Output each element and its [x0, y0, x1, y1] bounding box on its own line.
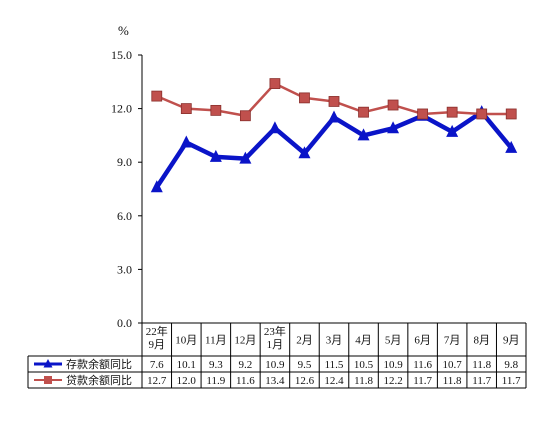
data-label: 11.7 [472, 375, 491, 387]
data-point [150, 180, 163, 193]
data-point [417, 108, 429, 120]
data-point [180, 103, 192, 114]
data-label: 10.9 [383, 359, 403, 371]
data-label: 9.5 [298, 359, 312, 371]
x-tick-label: 7月 [444, 335, 461, 347]
data-point [328, 96, 340, 107]
series-deposit [150, 105, 518, 193]
y-tick-label: 9.0 [117, 155, 132, 169]
x-tick-label: 9月 [503, 335, 520, 347]
data-label: 11.7 [413, 375, 432, 387]
data-label: 10.7 [443, 359, 463, 371]
axes: % 0.0 3.0 6.0 9.0 12.0 15.0 [111, 23, 143, 330]
data-point [446, 106, 458, 118]
x-tick-label: 4月 [355, 335, 372, 347]
x-tick-label: 9月 [149, 339, 166, 351]
data-point [387, 121, 400, 134]
data-point [239, 110, 251, 122]
series-layer [150, 78, 518, 193]
data-point [210, 104, 222, 116]
x-tick-label: 11月 [205, 335, 227, 347]
data-point [299, 92, 310, 104]
data-label: 10.9 [265, 359, 285, 371]
x-tick-label: 8月 [473, 335, 490, 347]
data-label: 11.8 [443, 375, 462, 387]
x-tick-label: 3月 [326, 335, 343, 347]
data-point [357, 128, 370, 141]
data-label: 13.4 [265, 375, 285, 387]
data-label: 11.8 [472, 359, 491, 371]
data-label: 11.7 [502, 375, 521, 387]
x-tick-label: 5月 [385, 335, 402, 347]
data-label: 9.2 [239, 359, 253, 371]
data-point [269, 78, 281, 89]
legend-key-marker [44, 376, 52, 384]
data-label: 10.5 [354, 359, 374, 371]
legend-key-marker [43, 359, 53, 368]
data-point [505, 108, 517, 120]
data-label: 11.9 [206, 375, 225, 387]
data-label: 12.6 [295, 375, 315, 387]
x-tick-label: 23年 [264, 324, 286, 338]
x-tick-label: 10月 [175, 335, 197, 347]
data-point [268, 121, 281, 134]
y-tick-label: 12.0 [111, 102, 132, 116]
data-label: 12.7 [147, 375, 167, 387]
x-tick-label: 1月 [267, 339, 284, 351]
y-tick-label: 6.0 [117, 209, 132, 223]
legend-label: 存款余额同比 [66, 357, 132, 371]
data-point [180, 135, 193, 148]
data-point [476, 108, 488, 120]
data-point [505, 140, 518, 153]
y-tick-label: 15.0 [111, 48, 132, 62]
series-loan [151, 78, 517, 122]
data-label: 12.4 [324, 375, 344, 387]
x-tick-label: 12月 [234, 335, 256, 347]
series-line [154, 109, 513, 189]
data-point [209, 149, 222, 162]
data-point [298, 146, 311, 159]
data-label: 11.8 [354, 375, 373, 387]
data-label: 11.6 [236, 375, 255, 387]
x-tick-label: 22年 [146, 324, 168, 338]
y-tick-label: 3.0 [117, 262, 132, 276]
data-point [151, 90, 163, 102]
data-label: 10.1 [177, 359, 196, 371]
data-label: 9.3 [209, 359, 223, 371]
data-label: 9.8 [504, 359, 518, 371]
data-point [358, 106, 369, 118]
data-label: 12.0 [177, 375, 197, 387]
x-tick-label: 2月 [296, 335, 313, 347]
data-label: 12.2 [383, 375, 402, 387]
data-point [239, 151, 252, 164]
y-tick-label: 0.0 [117, 316, 132, 330]
data-point [387, 99, 399, 111]
x-tick-label: 6月 [414, 335, 431, 347]
legend-label: 贷款余额同比 [66, 373, 132, 387]
data-point [328, 110, 340, 123]
y-unit-label: % [118, 23, 129, 38]
data-label: 7.6 [150, 359, 164, 371]
data-label: 11.6 [413, 359, 432, 371]
data-point [446, 124, 459, 137]
data-label: 11.5 [325, 359, 344, 371]
